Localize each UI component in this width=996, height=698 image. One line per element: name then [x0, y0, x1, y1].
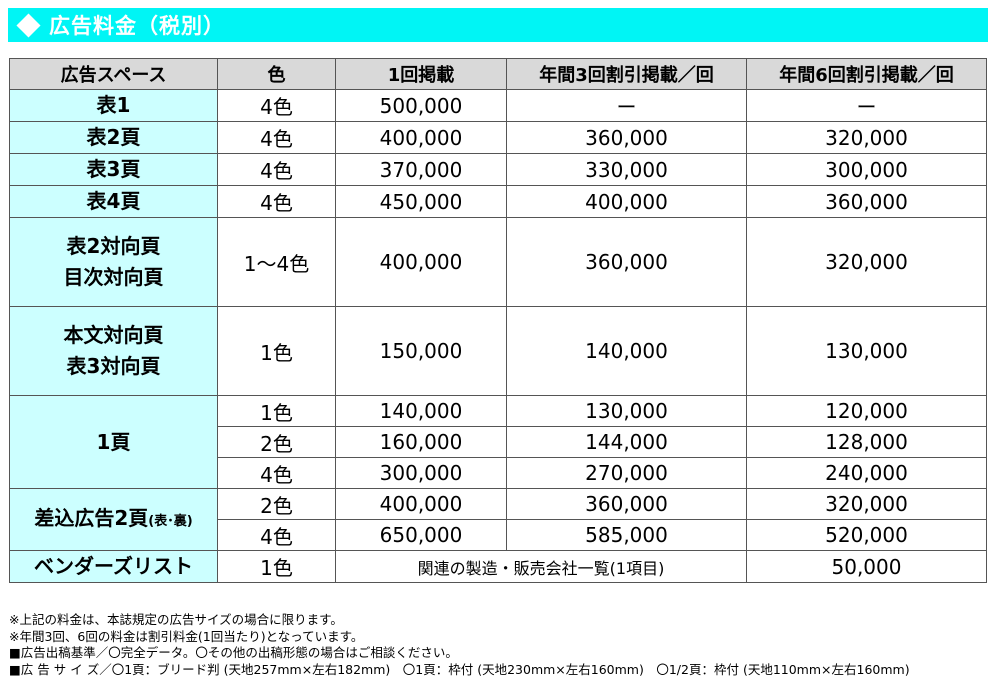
space-line: 目次対向頁: [63, 265, 164, 289]
table-row: ベンダーズリスト 1色 関連の製造・販売会社一覧(1項目) 50,000: [9, 550, 987, 583]
space-cell: 表2対向頁 目次対向頁: [9, 217, 218, 307]
price-once-cell: 500,000: [335, 89, 507, 122]
space-cell: 表2頁: [9, 121, 218, 154]
color-cell: 4色: [217, 153, 336, 186]
price-6times-cell: 320,000: [746, 121, 987, 154]
price-once-cell: 450,000: [335, 185, 507, 218]
space-label: 差込広告2頁: [34, 505, 149, 530]
price-3times-cell: ー: [506, 89, 747, 122]
price-6times-cell: 130,000: [746, 306, 987, 396]
price-3times-cell: 130,000: [506, 395, 747, 427]
price-3times-cell: 330,000: [506, 153, 747, 186]
space-cell: 本文対向頁 表3対向頁: [9, 306, 218, 396]
price-once-cell: 300,000: [335, 457, 507, 489]
color-cell: 2色: [217, 488, 336, 520]
space-cell: 表1: [9, 89, 218, 122]
space-cell: 差込広告2頁(表･裏): [9, 488, 218, 551]
color-cell: 4色: [217, 89, 336, 122]
table-row: 4色 650,000 585,000 520,000: [10, 519, 987, 551]
price-6times-cell: 360,000: [746, 185, 987, 218]
price-3times-cell: 144,000: [506, 426, 747, 458]
section-header: 広告料金（税別）: [8, 8, 988, 42]
price-6times-cell: 520,000: [746, 519, 987, 551]
price-3times-cell: 360,000: [506, 121, 747, 154]
note-line: ※年間3回、6回の料金は割引料金(1回当たり)となっています。: [9, 628, 364, 644]
section-title: 広告料金（税別）: [49, 14, 225, 38]
color-cell: 4色: [217, 457, 336, 489]
color-cell: 4色: [217, 519, 336, 551]
color-cell: 4色: [217, 185, 336, 218]
price-once-cell: 150,000: [335, 306, 507, 396]
note-line: ■広 告 サ イ ズ／〇1頁：ブリード判 (天地257mm×左右182mm) 〇…: [9, 661, 910, 677]
price-6times-cell: 240,000: [746, 457, 987, 489]
price-3times-cell: 360,000: [506, 488, 747, 520]
price-once-cell: 400,000: [335, 488, 507, 520]
ad-rate-table: 広告スペース 色 1回掲載 年間3回割引掲載／回 年間6回割引掲載／回 表1 4…: [9, 58, 987, 583]
table-row: 表2対向頁 目次対向頁 1～4色 400,000 360,000 320,000: [9, 217, 987, 307]
color-cell: 4色: [217, 121, 336, 154]
table-row: 1頁 1色 140,000 130,000 120,000: [9, 395, 987, 489]
column-header-space: 広告スペース: [9, 58, 218, 90]
space-cell: 表4頁: [9, 185, 218, 218]
color-cell: 1色: [217, 550, 336, 583]
price-3times-cell: 585,000: [506, 519, 747, 551]
space-cell: ベンダーズリスト: [9, 550, 218, 583]
table-row: 表2頁 4色 400,000 360,000 320,000: [9, 121, 987, 154]
space-cell: 1頁: [9, 395, 218, 489]
price-6times-cell: 120,000: [746, 395, 987, 427]
column-header-color: 色: [217, 58, 336, 90]
space-line: 表3対向頁: [66, 354, 161, 378]
space-suffix: (表･裏): [148, 513, 193, 529]
price-once-cell: 400,000: [335, 217, 507, 307]
diamond-icon: [16, 12, 41, 38]
table-row: 差込広告2頁(表･裏) 2色 400,000 360,000 320,000: [9, 488, 987, 551]
color-cell: 2色: [217, 426, 336, 458]
column-header-once: 1回掲載: [335, 58, 507, 90]
table-row: 表4頁 4色 450,000 400,000 360,000: [9, 185, 987, 218]
note-line: ■広告出稿基準／〇完全データ。〇その他の出稿形態の場合はご相談ください。: [9, 645, 458, 660]
space-line: 表2対向頁: [66, 234, 161, 258]
column-header-3times: 年間3回割引掲載／回: [506, 58, 747, 90]
color-cell: 1色: [217, 306, 336, 396]
price-6times-cell: 300,000: [746, 153, 987, 186]
price-6times-cell: 128,000: [746, 426, 987, 458]
space-cell: 表3頁: [9, 153, 218, 186]
price-3times-cell: 270,000: [506, 457, 747, 489]
price-once-cell: 370,000: [335, 153, 507, 186]
color-cell: 1～4色: [217, 217, 336, 307]
table-header-row: 広告スペース 色 1回掲載 年間3回割引掲載／回 年間6回割引掲載／回: [9, 58, 987, 90]
price-6times-cell: 320,000: [746, 217, 987, 307]
notes: ※上記の料金は、本誌規定の広告サイズの場合に限ります。 ※年間3回、6回の料金は…: [9, 612, 989, 678]
column-header-6times: 年間6回割引掲載／回: [746, 58, 987, 90]
price-3times-cell: 400,000: [506, 185, 747, 218]
table-row: 表3頁 4色 370,000 330,000 300,000: [9, 153, 987, 186]
price-6times-cell: 320,000: [746, 488, 987, 520]
table-row: 表1 4色 500,000 ー ー: [9, 89, 987, 122]
vendor-description-cell: 関連の製造・販売会社一覧(1項目): [335, 550, 747, 583]
vendor-price-cell: 50,000: [746, 550, 987, 583]
price-3times-cell: 140,000: [506, 306, 747, 396]
price-once-cell: 400,000: [335, 121, 507, 154]
color-cell: 1色: [217, 395, 336, 427]
price-once-cell: 160,000: [335, 426, 507, 458]
price-3times-cell: 360,000: [506, 217, 747, 307]
note-line: ※上記の料金は、本誌規定の広告サイズの場合に限ります。: [9, 612, 343, 627]
price-once-cell: 140,000: [335, 395, 507, 427]
price-6times-cell: ー: [746, 89, 987, 122]
price-once-cell: 650,000: [335, 519, 507, 551]
space-line: 本文対向頁: [63, 323, 164, 347]
table-row: 本文対向頁 表3対向頁 1色 150,000 140,000 130,000: [9, 306, 987, 396]
